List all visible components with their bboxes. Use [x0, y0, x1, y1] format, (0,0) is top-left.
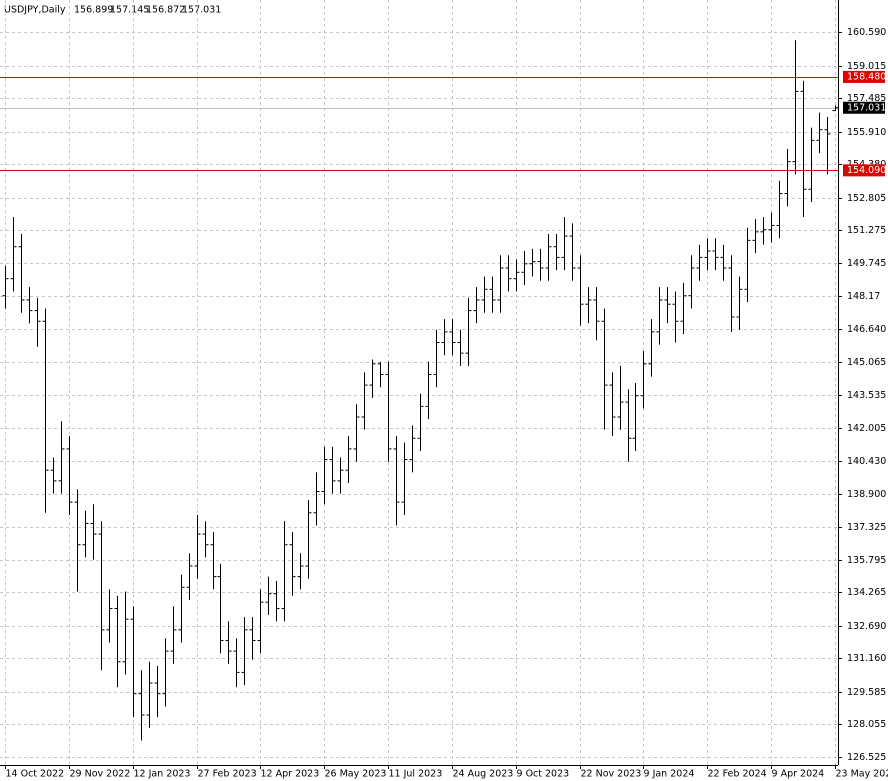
bars [2, 40, 839, 741]
y-tick-label: 155.910 [847, 127, 886, 138]
level-label: 158.480 [847, 71, 886, 82]
grid [0, 0, 838, 765]
level-box [843, 70, 885, 83]
current-price-box [843, 101, 885, 114]
current-price-label: 157.031 [847, 102, 886, 113]
x-tick-label: 23 May 2024 [836, 769, 888, 780]
y-tick-label: 138.900 [847, 489, 886, 500]
ohlc-low: 156.872 [146, 5, 185, 16]
y-tick-label: 140.430 [847, 456, 886, 467]
x-tick-label: 22 Feb 2024 [708, 769, 767, 780]
x-tick-label: 12 Apr 2023 [261, 769, 320, 780]
x-tick-label: 22 Nov 2023 [581, 769, 642, 780]
y-tick-label: 132.690 [847, 621, 886, 632]
chart-title: USDJPY,Daily [4, 5, 66, 16]
y-tick-label: 126.525 [847, 752, 886, 763]
y-tick-label: 151.275 [847, 225, 886, 236]
y-tick-label: 145.065 [847, 357, 886, 368]
y-tick-label: 135.795 [847, 555, 886, 566]
level-label: 154.090 [847, 165, 886, 176]
y-tick-label: 134.265 [847, 587, 886, 598]
x-tick-label: 24 Aug 2023 [453, 769, 514, 780]
y-tick-label: 149.745 [847, 258, 886, 269]
ohlc-high: 157.145 [110, 5, 149, 16]
x-tick-label: 9 Apr 2024 [772, 769, 825, 780]
x-tick-label: 9 Jan 2024 [644, 769, 695, 780]
y-tick-label: 157.485 [847, 93, 886, 104]
y-tick-label: 142.005 [847, 423, 886, 434]
x-tick-label: 11 Jul 2023 [389, 769, 443, 780]
x-tick-label: 12 Jan 2023 [134, 769, 191, 780]
ohlc-open: 156.899 [74, 5, 113, 16]
y-tick-label: 159.015 [847, 61, 886, 72]
y-tick-label: 148.17 [847, 291, 880, 302]
y-tick-label: 131.160 [847, 653, 886, 664]
x-tick-label: 14 Oct 2022 [6, 769, 65, 780]
x-tick-label: 9 Oct 2023 [517, 769, 570, 780]
x-tick-label: 29 Nov 2022 [70, 769, 131, 780]
y-tick-label: 129.585 [847, 687, 886, 698]
y-tick-label: 128.055 [847, 719, 886, 730]
ohlc-close: 157.031 [182, 5, 221, 16]
x-tick-label: 26 May 2023 [325, 769, 387, 780]
y-tick-label: 143.535 [847, 390, 886, 401]
x-tick-label: 27 Feb 2023 [198, 769, 257, 780]
y-tick-label: 152.805 [847, 193, 886, 204]
y-tick-label: 146.640 [847, 324, 886, 335]
level-box [843, 164, 885, 177]
y-tick-label: 160.590 [847, 27, 886, 38]
y-tick-label: 137.325 [847, 522, 886, 533]
